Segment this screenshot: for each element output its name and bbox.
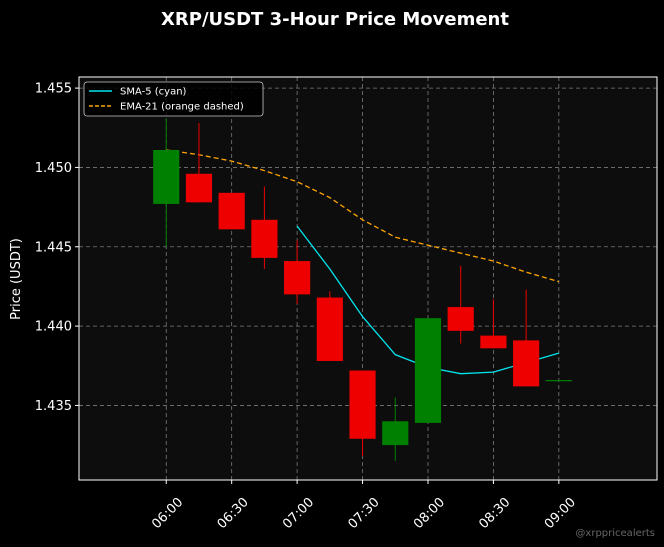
candle-body xyxy=(513,340,540,387)
y-tick-label: 1.455 xyxy=(35,82,72,97)
y-axis-label: Price (USDT) xyxy=(9,238,24,320)
ema-line xyxy=(166,149,560,283)
candle-body xyxy=(153,149,180,204)
candle-body xyxy=(447,307,474,331)
watermark: @xrppricealerts xyxy=(575,528,655,539)
y-tick-label: 1.450 xyxy=(35,161,72,176)
candle-body xyxy=(349,370,376,439)
candles xyxy=(153,118,572,461)
candle-body xyxy=(251,219,278,258)
candle-body xyxy=(414,318,442,423)
y-tick-label: 1.435 xyxy=(35,399,72,414)
candle-body xyxy=(185,173,213,203)
legend-label-sma: SMA-5 (cyan) xyxy=(120,87,187,98)
y-tick-label: 1.440 xyxy=(35,320,72,335)
candle-body xyxy=(480,335,507,349)
legend-box xyxy=(83,81,264,117)
legend-label-ema: EMA-21 (orange dashed) xyxy=(120,102,244,113)
plot-frame xyxy=(78,76,658,481)
candle-body xyxy=(218,192,245,230)
chart-title: XRP/USDT 3-Hour Price Movement xyxy=(161,9,509,30)
candle-body xyxy=(545,380,572,382)
y-axis: 1.435 1.440 1.445 1.450 1.455 xyxy=(35,82,79,414)
candle-body xyxy=(316,297,343,362)
legend: SMA-5 (cyan) EMA-21 (orange dashed) xyxy=(83,81,264,117)
y-tick-label: 1.445 xyxy=(35,240,72,255)
candle-body xyxy=(284,261,311,295)
candle-body xyxy=(382,421,409,446)
